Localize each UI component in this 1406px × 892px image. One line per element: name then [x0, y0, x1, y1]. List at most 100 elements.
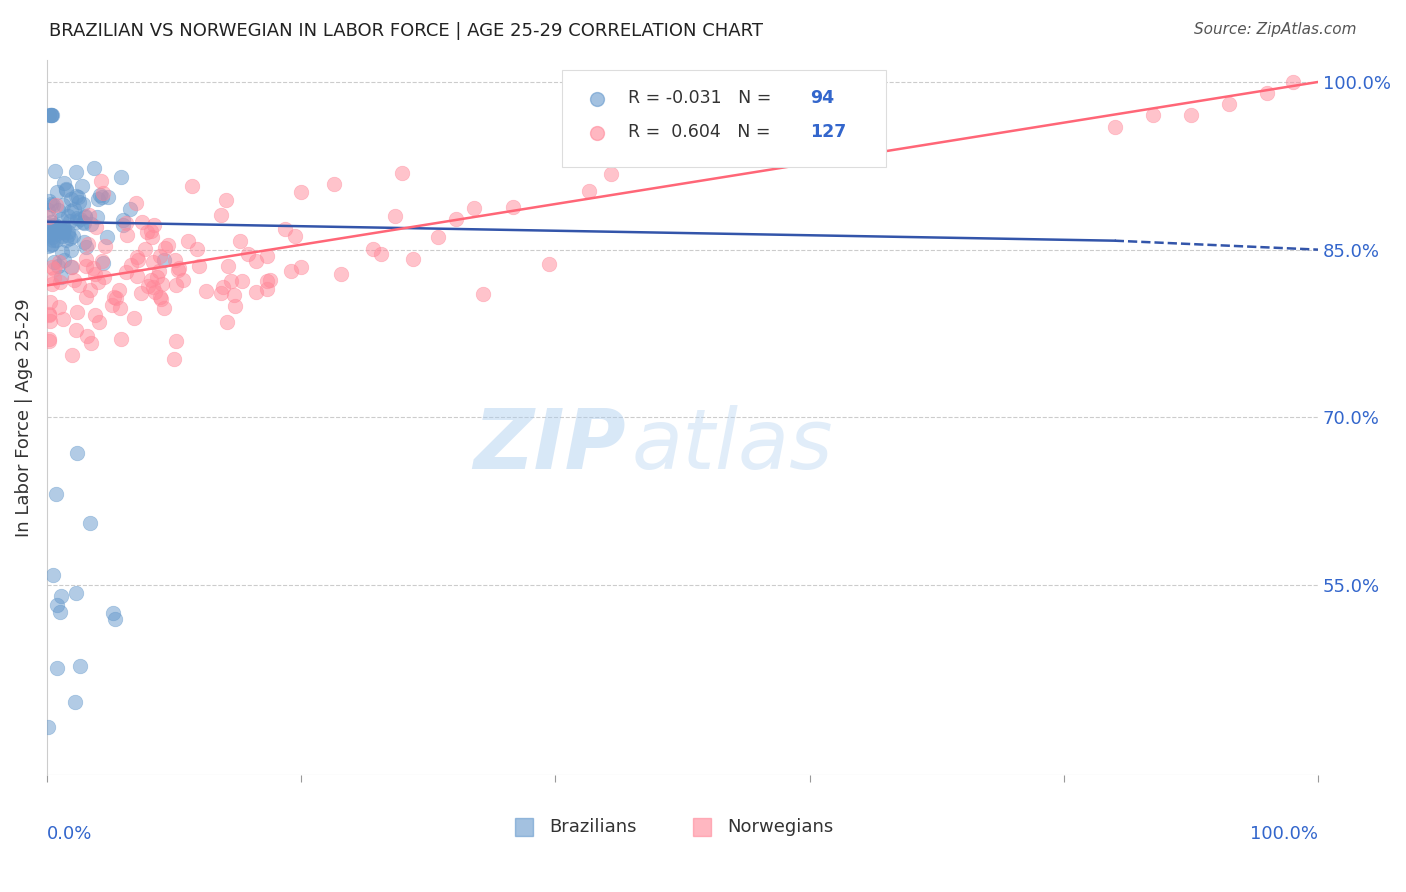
Point — [79, 516, 101, 530]
Point — [91, 256, 114, 270]
Point — [79, 218, 101, 232]
Point — [87, 315, 110, 329]
Point — [38, 308, 60, 322]
Point — [112, 218, 135, 232]
Point — [66, 445, 89, 459]
Point — [60, 260, 83, 274]
Point — [165, 278, 187, 293]
Point — [46, 185, 69, 199]
Point — [45, 198, 67, 212]
Point — [1142, 108, 1164, 122]
Point — [67, 194, 90, 209]
Point — [97, 190, 120, 204]
Point — [39, 215, 62, 229]
Point — [44, 218, 66, 232]
Point — [46, 203, 69, 218]
Point — [87, 192, 110, 206]
Point — [391, 166, 413, 180]
Point — [65, 323, 87, 337]
Point — [53, 253, 76, 268]
Point — [245, 285, 267, 300]
Point — [42, 225, 65, 239]
Point — [38, 334, 60, 348]
Point — [150, 277, 173, 291]
Point — [136, 225, 159, 239]
Point — [89, 187, 111, 202]
Point — [59, 260, 82, 274]
Point — [73, 216, 96, 230]
Point — [37, 203, 59, 218]
Point — [60, 192, 83, 206]
Point — [52, 220, 75, 235]
Point — [82, 261, 104, 276]
Point — [91, 254, 114, 268]
Point — [66, 211, 89, 225]
Point — [427, 230, 450, 244]
Text: R =  0.604   N =: R = 0.604 N = — [628, 123, 776, 141]
Point — [39, 218, 62, 232]
Point — [228, 234, 250, 248]
Point — [94, 239, 117, 253]
Point — [238, 247, 260, 261]
Point — [217, 315, 239, 329]
Point — [41, 226, 63, 240]
Point — [142, 254, 165, 268]
Point — [141, 230, 163, 244]
Point — [166, 262, 188, 277]
Point — [245, 254, 267, 268]
Point — [153, 301, 176, 315]
Point — [290, 185, 312, 199]
Point — [1218, 97, 1240, 112]
Point — [75, 289, 97, 303]
Point — [55, 183, 77, 197]
Point — [163, 352, 186, 367]
Point — [45, 233, 67, 247]
Point — [256, 282, 278, 296]
Point — [62, 228, 84, 243]
Point — [149, 249, 172, 263]
Text: 127: 127 — [810, 123, 846, 141]
Point — [148, 290, 170, 304]
Point — [38, 210, 60, 224]
Point — [363, 243, 385, 257]
Point — [69, 659, 91, 673]
Point — [42, 233, 65, 247]
Point — [139, 273, 162, 287]
Point — [70, 179, 93, 194]
Point — [69, 212, 91, 227]
Point — [39, 295, 62, 310]
Point — [444, 212, 467, 227]
Point — [73, 209, 96, 223]
Point — [108, 301, 131, 315]
Point — [231, 275, 253, 289]
Point — [41, 108, 63, 122]
Point — [114, 265, 136, 279]
Point — [139, 224, 162, 238]
Point — [38, 332, 60, 346]
Point — [600, 168, 623, 182]
Point — [91, 186, 114, 201]
Point — [42, 224, 65, 238]
Point — [52, 198, 75, 212]
Point — [537, 257, 560, 271]
Point — [157, 238, 180, 252]
Point — [38, 108, 60, 122]
Point — [91, 190, 114, 204]
Point — [38, 219, 60, 234]
Point — [65, 165, 87, 179]
Point — [51, 224, 73, 238]
Point — [83, 161, 105, 176]
Point — [66, 304, 89, 318]
Point — [323, 177, 346, 191]
Point — [1180, 108, 1202, 122]
Point — [172, 272, 194, 286]
Point — [209, 208, 232, 222]
Text: BRAZILIAN VS NORWEGIAN IN LABOR FORCE | AGE 25-29 CORRELATION CHART: BRAZILIAN VS NORWEGIAN IN LABOR FORCE | … — [49, 22, 763, 40]
Text: 100.0%: 100.0% — [1250, 825, 1319, 843]
Point — [145, 285, 167, 299]
Point — [65, 215, 87, 229]
Point — [76, 329, 98, 343]
Point — [37, 720, 59, 734]
Point — [51, 222, 73, 236]
Point — [145, 269, 167, 284]
